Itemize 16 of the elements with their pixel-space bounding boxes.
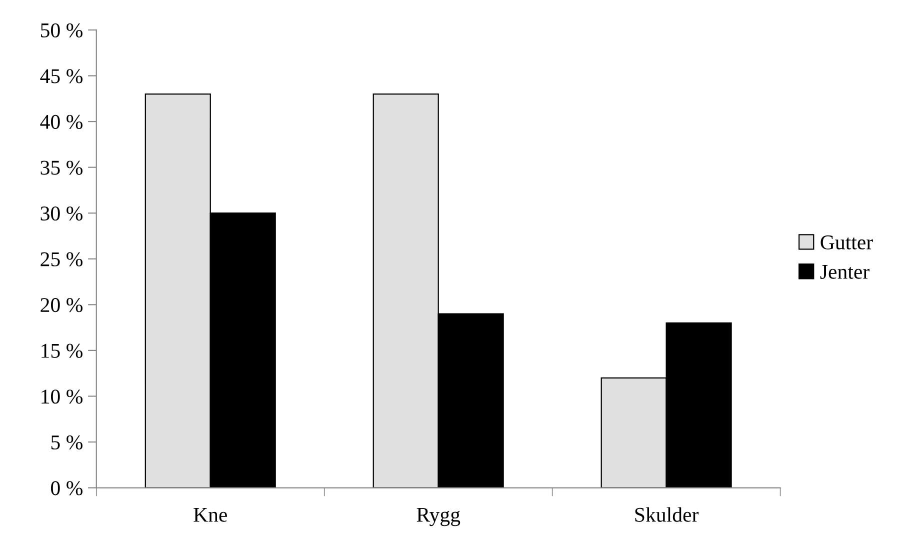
y-tick-label: 20 % xyxy=(40,298,82,312)
y-tick-label: 30 % xyxy=(40,206,82,221)
y-tick-label: 0 % xyxy=(51,481,82,496)
y-tick-label: 40 % xyxy=(40,114,82,130)
y-tick-label: 15 % xyxy=(42,344,82,358)
x-tick-label: Skulder xyxy=(635,507,699,522)
y-tick-label: 45 % xyxy=(40,69,82,84)
legend-label: Jenter xyxy=(820,265,870,279)
y-tick-label: 50 % xyxy=(41,23,82,38)
x-tick-label: Kne xyxy=(194,508,228,522)
y-tick-label: 5 % xyxy=(51,435,82,450)
y-tick-label: 25 % xyxy=(40,252,82,266)
x-tick-label: Rygg xyxy=(416,508,460,526)
y-tick-label: 35 % xyxy=(40,160,82,175)
y-tick-label: 10 % xyxy=(42,390,82,404)
legend-label: Gutter xyxy=(820,235,873,250)
